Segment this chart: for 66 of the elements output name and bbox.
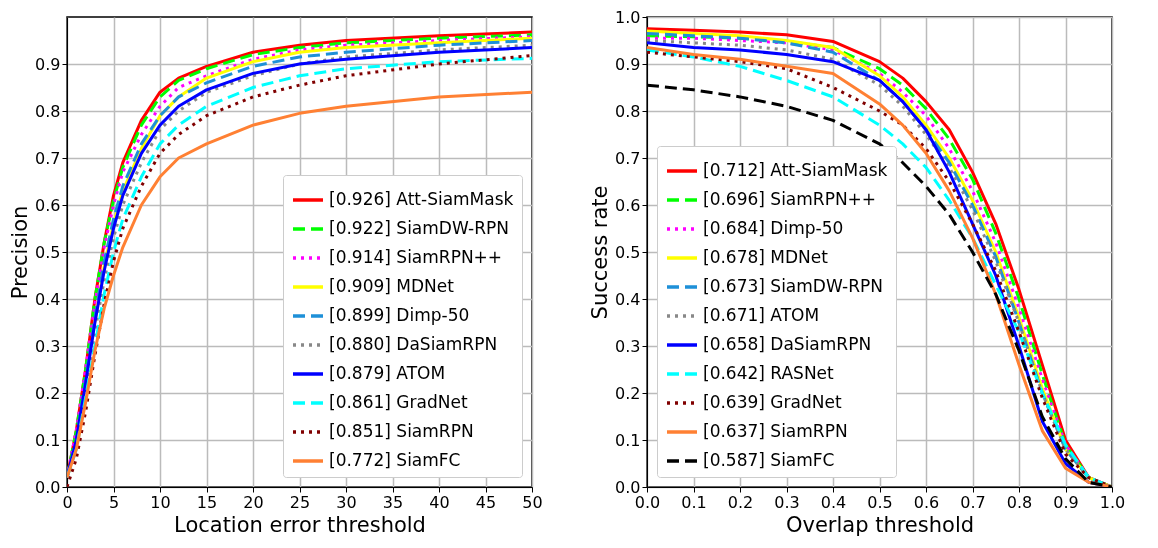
y-tick-label: 1.0 xyxy=(615,7,641,27)
x-tick-label: 0.3 xyxy=(774,492,800,512)
x-tick-label: 1.0 xyxy=(1099,492,1126,512)
y-tick-label: 0.4 xyxy=(35,289,61,309)
x-tick-label: 30 xyxy=(336,492,357,512)
legend-label: [0.926] Att-SiamMask xyxy=(329,189,514,209)
legend-label: [0.678] MDNet xyxy=(703,247,829,267)
y-tick-label: 0.7 xyxy=(35,148,61,168)
y-tick-label: 0.2 xyxy=(615,383,641,403)
x-tick-label: 0.2 xyxy=(727,492,754,512)
x-tick-label: 45 xyxy=(475,492,497,512)
x-tick-label: 10 xyxy=(150,492,171,512)
x-tick-label: 0.1 xyxy=(681,492,707,512)
x-axis-title: Location error threshold xyxy=(174,512,426,537)
x-tick-label: 0.5 xyxy=(867,492,893,512)
x-tick-label: 50 xyxy=(522,492,543,512)
legend-label: [0.772] SiamFC xyxy=(329,450,461,470)
y-tick-label: 0.1 xyxy=(35,430,61,450)
y-tick-label: 0.5 xyxy=(35,242,61,262)
x-tick-label: 0.8 xyxy=(1006,492,1033,512)
x-tick-label: 35 xyxy=(382,492,404,512)
legend-label: [0.879] ATOM xyxy=(329,363,446,383)
legend-label: [0.684] Dimp-50 xyxy=(703,218,844,238)
x-tick-label: 25 xyxy=(289,492,311,512)
legend-label: [0.642] RASNet xyxy=(703,363,835,383)
x-axis-title: Overlap threshold xyxy=(785,512,975,537)
legend-label: [0.909] MDNet xyxy=(329,276,455,296)
legend-label: [0.899] Dimp-50 xyxy=(329,305,470,325)
x-tick-label: 40 xyxy=(429,492,450,512)
legend-label: [0.639] GradNet xyxy=(703,392,842,412)
legend-label: [0.658] DaSiamRPN xyxy=(703,334,872,354)
y-tick-label: 0.1 xyxy=(615,430,641,450)
y-tick-label: 0.5 xyxy=(615,242,641,262)
x-tick-label: 0.4 xyxy=(820,492,847,512)
x-tick-label: 0.7 xyxy=(960,492,986,512)
legend-label: [0.671] ATOM xyxy=(703,305,820,325)
y-tick-label: 0.9 xyxy=(615,54,641,74)
x-tick-label: 0 xyxy=(62,492,73,512)
y-tick-label: 0.3 xyxy=(615,336,641,356)
y-tick-label: 0.6 xyxy=(615,195,641,215)
y-tick-label: 0.2 xyxy=(35,383,61,403)
y-tick-label: 0.6 xyxy=(35,195,61,215)
y-tick-label: 0.7 xyxy=(615,148,641,168)
y-tick-label: 0.9 xyxy=(35,54,61,74)
legend-label: [0.861] GradNet xyxy=(329,392,468,412)
x-tick-label: 20 xyxy=(243,492,264,512)
legend-label: [0.673] SiamDW-RPN xyxy=(703,276,883,296)
y-axis-title: Precision xyxy=(8,205,33,300)
y-tick-label: 0.3 xyxy=(35,336,61,356)
x-tick-label: 0.6 xyxy=(913,492,940,512)
legend-label: [0.712] Att-SiamMask xyxy=(703,160,888,180)
legend-label: [0.696] SiamRPN++ xyxy=(703,189,877,209)
y-tick-label: 0.8 xyxy=(615,101,641,121)
legend-label: [0.637] SiamRPN xyxy=(703,421,848,441)
x-tick-label: 0.9 xyxy=(1053,492,1079,512)
y-tick-label: 0.0 xyxy=(35,477,61,497)
x-tick-label: 5 xyxy=(108,492,120,512)
y-axis-title: Success rate xyxy=(588,185,613,320)
x-tick-label: 15 xyxy=(196,492,218,512)
y-tick-label: 0.4 xyxy=(615,289,641,309)
legend-label: [0.922] SiamDW-RPN xyxy=(329,218,509,238)
y-tick-label: 0.8 xyxy=(35,101,61,121)
legend-label: [0.914] SiamRPN++ xyxy=(329,247,503,267)
legend-label: [0.880] DaSiamRPN xyxy=(329,334,498,354)
legend-label: [0.587] SiamFC xyxy=(703,450,835,470)
legend-label: [0.851] SiamRPN xyxy=(329,421,474,441)
